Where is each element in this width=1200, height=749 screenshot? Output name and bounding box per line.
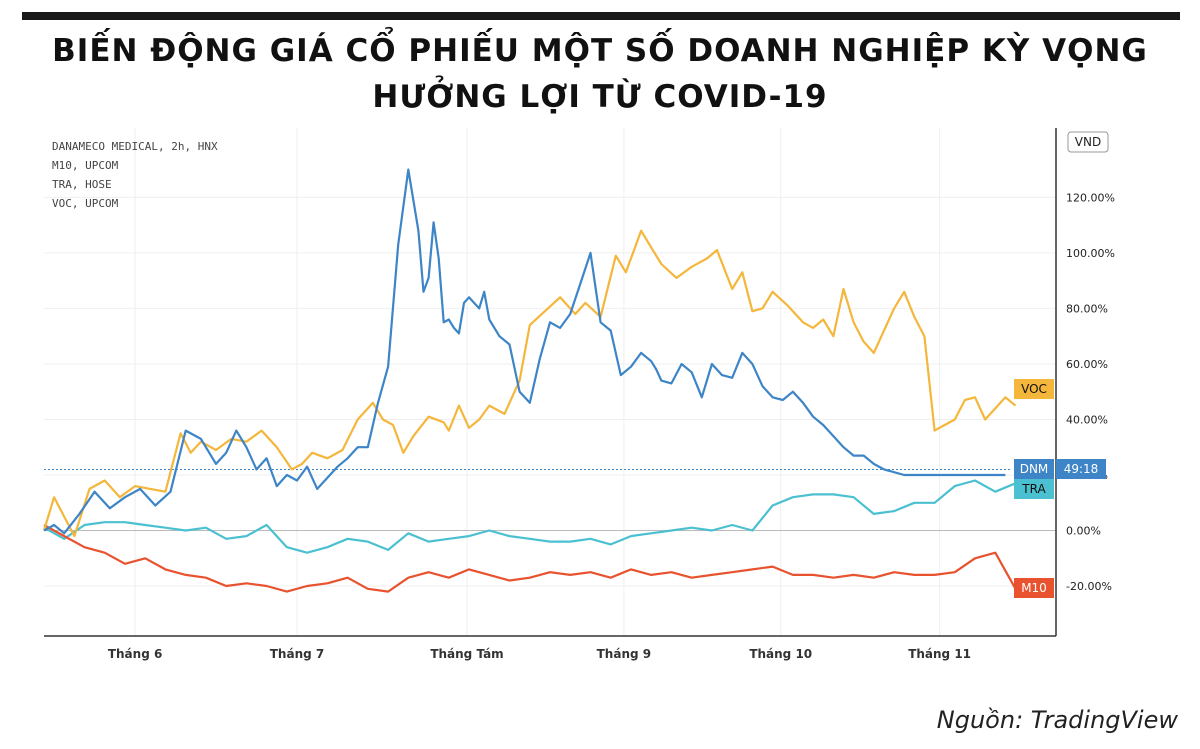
chart-title: BIẾN ĐỘNG GIÁ CỔ PHIẾU MỘT SỐ DOANH NGHI… xyxy=(0,28,1200,120)
series-line-voc xyxy=(42,229,1017,538)
symbol-voc: VOC, UPCOM xyxy=(52,197,119,210)
chart-title-line-1: BIẾN ĐỘNG GIÁ CỔ PHIẾU MỘT SỐ DOANH NGHI… xyxy=(52,33,1148,69)
end-label-box-voc xyxy=(1014,379,1054,399)
end-label-value-dnm: 49:18 xyxy=(1064,462,1099,476)
currency-button-box xyxy=(1067,131,1109,153)
y-tick-label-3: 40.00% xyxy=(1066,413,1108,426)
y-tick-label-1: 0.00% xyxy=(1066,525,1101,538)
end-label-dnm: DNM 49:18 xyxy=(1014,459,1106,479)
y-tick-label-0: -20.00% xyxy=(1066,580,1112,593)
end-labels: VOC DNM 49:18 TRA M10 xyxy=(1014,379,1106,598)
currency-button[interactable]: VND xyxy=(1067,131,1109,153)
y-tick-label-7: 120.00% xyxy=(1066,191,1115,204)
chart-title-line-2: HƯỞNG LỢI TỪ COVID-19 xyxy=(372,79,828,115)
symbol-tra: TRA, HOSE xyxy=(52,178,112,191)
y-tick-label-6: 100.00% xyxy=(1066,247,1115,260)
x-tick-label-3: Tháng 9 xyxy=(597,647,652,661)
end-label-text-tra: TRA xyxy=(1021,482,1046,496)
symbol-dnm: DANAMECO MEDICAL, 2h, HNX xyxy=(52,140,218,153)
grid xyxy=(44,128,1056,636)
end-label-m10: M10 xyxy=(1014,578,1054,598)
y-tick-label-5: 80.00% xyxy=(1066,302,1108,315)
currency-label: VND xyxy=(1075,135,1101,149)
x-axis-ticks: Tháng 6 Tháng 7 Tháng Tám Tháng 9 Tháng 10 Th… xyxy=(108,647,971,661)
y-tick-label-4: 60.00% xyxy=(1066,358,1108,371)
end-label-text-voc: VOC xyxy=(1021,382,1047,396)
symbol-m10: M10, UPCOM xyxy=(52,159,119,172)
end-label-text-dnm: DNM xyxy=(1020,462,1049,476)
series-line-tra xyxy=(43,479,1016,554)
source-credit: Nguồn: TradingView xyxy=(936,706,1178,734)
end-label-value-box-dnm xyxy=(1056,459,1106,479)
symbol-legend: DANAMECO MEDICAL, 2h, HNX M10, UPCOM TRA… xyxy=(52,140,218,210)
end-label-box-tra xyxy=(1014,479,1054,499)
end-label-box-dnm xyxy=(1014,459,1054,479)
end-label-text-m10: M10 xyxy=(1021,581,1047,595)
end-label-tra: TRA xyxy=(1014,479,1054,499)
x-tick-label-4: Tháng 10 xyxy=(749,647,812,661)
end-label-box-m10 xyxy=(1014,578,1054,598)
x-tick-label-2: Tháng Tám xyxy=(430,647,503,661)
x-tick-label-0: Tháng 6 xyxy=(108,647,163,661)
series-line-m10 xyxy=(43,524,1017,593)
x-tick-label-1: Tháng 7 xyxy=(270,647,325,661)
end-label-voc: VOC xyxy=(1014,379,1054,399)
x-tick-label-5: Tháng 11 xyxy=(908,647,971,661)
series-group xyxy=(42,168,1017,593)
y-axis-ticks: -20.00%0.00%20.00%40.00%60.00%80.00%100.… xyxy=(1066,191,1115,593)
top-rule xyxy=(22,12,1180,20)
series-line-dnm xyxy=(43,168,1006,535)
